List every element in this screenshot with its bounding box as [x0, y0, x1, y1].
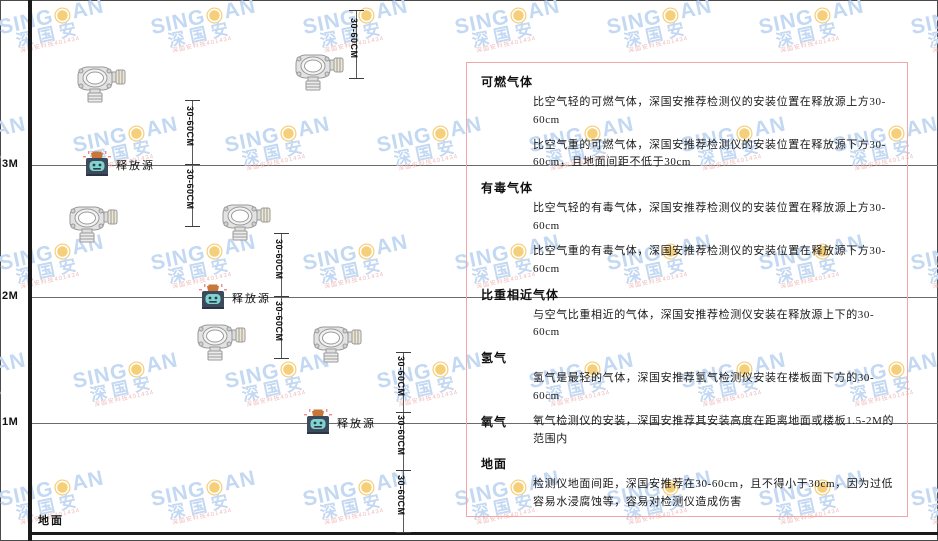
dimension-tick — [396, 352, 411, 353]
release-source-icon — [82, 150, 112, 185]
section-paragraph: 比空气轻的有毒气体，深国安推荐检测仪的安装位置在释放源上方30-60cm — [533, 202, 886, 233]
info-panel: 可燃气体 比空气轻的可燃气体，深国安推荐检测仪的安装位置在释放源上方30-60c… — [466, 62, 908, 517]
dimension-line — [403, 352, 404, 532]
dimension-tick — [396, 470, 411, 471]
gas-detector-icon — [288, 50, 346, 99]
dimension-tick — [185, 100, 200, 101]
section-oxygen: 氧气 氧气检测仪的安装，深国安推荐其安装高度在距离地面或楼板1.5-2M的范围内 — [481, 413, 895, 449]
section-heading: 地面 — [481, 457, 508, 472]
gas-detector-icon — [62, 202, 120, 251]
axis-label-2m: 2M — [2, 290, 19, 302]
dimension-tick — [396, 412, 411, 413]
section-paragraph: 比空气重的可燃气体，深国安推荐检测仪的安装位置在释放源下方30-60cm，且地面… — [533, 138, 886, 169]
axis-label-3m: 3M — [2, 158, 19, 170]
dimension-label: 30-60CM — [274, 238, 284, 280]
dimension-label: 30-60CM — [185, 169, 195, 210]
dim-col-mid: 30-60CM 30-60CM — [274, 233, 289, 359]
section-heading: 氢气 — [481, 351, 508, 366]
dim-col-upper: 30-60CM 30-60CM — [185, 100, 200, 227]
section-similar-density: 比重相近气体 与空气比重相近的气体，深国安推荐检测仪安装在释放源上下的30-60… — [481, 286, 895, 343]
level-line-2m — [30, 297, 938, 298]
dimension-tick — [349, 78, 364, 79]
section-paragraph: 氢气是最轻的气体，深国安推荐氢气检测仪安装在楼板面下方的30-60cm — [533, 372, 875, 402]
dimension-tick — [274, 233, 289, 234]
section-paragraph: 检测仪地面间距，深国安推荐在30-60cm，且不得小于30cm，因为过低容易水浸… — [533, 478, 894, 509]
release-source-label: 释放源 — [116, 160, 155, 172]
section-flammable: 可燃气体 比空气轻的可燃气体，深国安推荐检测仪的安装位置在释放源上方30-60c… — [481, 73, 895, 172]
dimension-tick — [349, 10, 364, 11]
release-source-icon — [198, 283, 228, 318]
release-source-icon — [303, 408, 333, 443]
gas-detector-icon — [306, 322, 364, 371]
gas-detector-icon — [215, 200, 273, 249]
gas-detector-icon — [70, 62, 128, 111]
dimension-tick — [185, 226, 200, 227]
dimension-line — [192, 100, 193, 226]
ground-label: 地面 — [38, 515, 64, 527]
dimension-line — [281, 233, 282, 358]
dim-col-top: 30-60CM — [349, 10, 364, 79]
section-heading: 氧气 — [481, 414, 508, 429]
dimension-label: 30-60CM — [396, 475, 406, 516]
level-line-3m — [30, 165, 938, 166]
dimension-label: 30-60CM — [185, 106, 195, 147]
section-paragraph: 比空气重的有毒气体，深国安推荐检测仪的安装位置在释放源下方30-60cm — [533, 244, 886, 275]
dimension-tick — [274, 358, 289, 359]
level-line-1m — [30, 423, 938, 424]
section-paragraph: 比空气轻的可燃气体，深国安推荐检测仪的安装位置在释放源上方30-60cm — [533, 96, 886, 126]
dimension-line — [356, 10, 357, 78]
vertical-axis — [28, 0, 32, 541]
dimension-tick — [185, 164, 200, 165]
dimension-tick — [274, 296, 289, 297]
axis-label-1m: 1M — [2, 416, 19, 428]
dimension-label: 30-60CM — [396, 415, 406, 456]
ground-baseline — [28, 532, 938, 535]
section-heading: 有毒气体 — [481, 181, 534, 196]
release-source-label: 释放源 — [337, 418, 376, 430]
section-paragraph: 与空气比重相近的气体，深国安推荐检测仪安装在释放源上下的30-60cm — [533, 308, 875, 339]
gas-detector-icon — [190, 320, 248, 369]
section-paragraph: 氧气检测仪的安装，深国安推荐其安装高度在距离地面或楼板1.5-2M的范围内 — [533, 414, 895, 445]
dimension-label: 30-60CM — [349, 18, 359, 59]
dimension-label: 30-60CM — [274, 301, 284, 342]
section-heading: 比重相近气体 — [481, 287, 560, 302]
section-hydrogen: 氢气 氢气是最轻的气体，深国安推荐氢气检测仪安装在楼板面下方的30-60cm — [481, 349, 895, 406]
section-ground: 地面 检测仪地面间距，深国安推荐在30-60cm，且不得小于30cm，因为过低容… — [481, 455, 895, 512]
dimension-tick — [396, 532, 411, 533]
release-source-label: 释放源 — [232, 293, 271, 305]
dim-col-right: 30-60CM 30-60CM 30-60CM — [396, 352, 411, 533]
dimension-label: 30-60CM — [396, 356, 406, 397]
section-toxic: 有毒气体 比空气轻的有毒气体，深国安推荐检测仪的安装位置在释放源上方30-60c… — [481, 179, 895, 278]
section-heading: 可燃气体 — [481, 75, 534, 89]
